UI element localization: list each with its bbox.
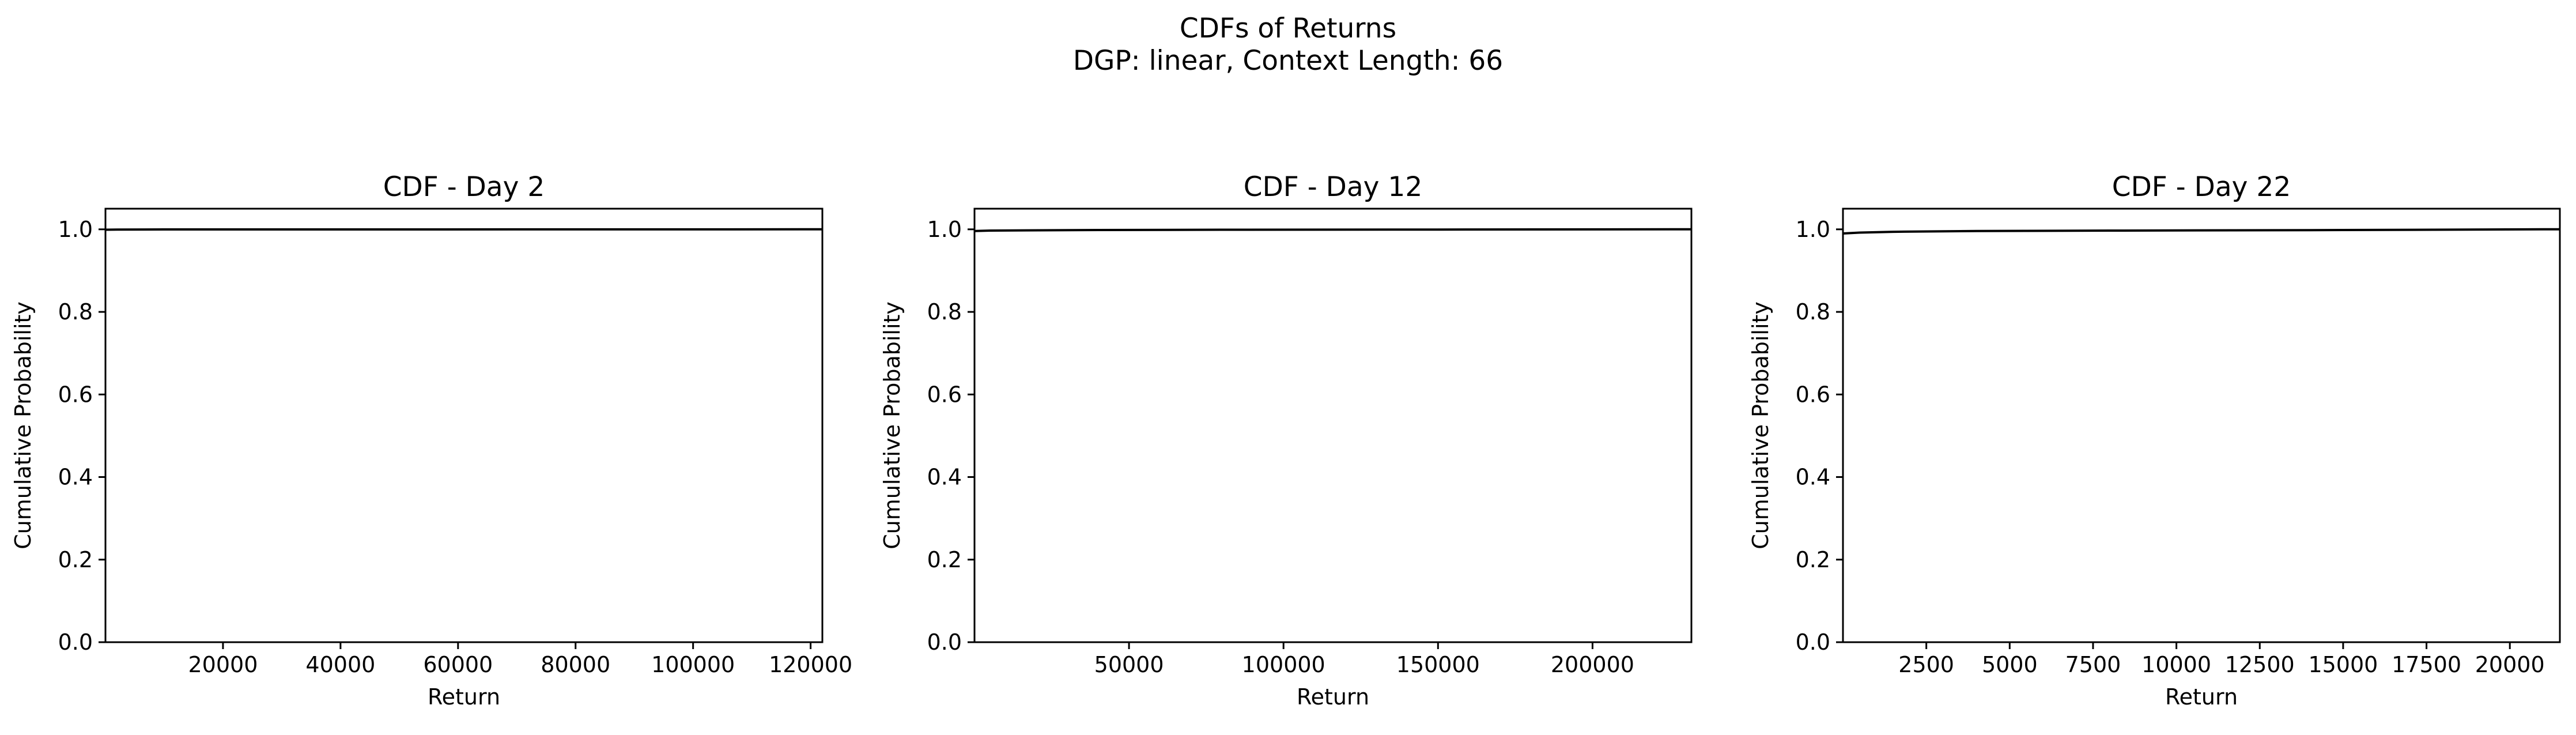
- y-tick-label: 0.6: [58, 382, 93, 407]
- y-axis-label: Cumulative Probability: [10, 301, 36, 549]
- y-tick-label: 0.0: [1796, 630, 1830, 655]
- y-tick-label: 1.0: [58, 217, 93, 242]
- x-tick-label: 200000: [1551, 652, 1634, 677]
- subplot-title: CDF - Day 12: [1244, 171, 1422, 203]
- y-tick-label: 0.4: [1796, 465, 1830, 490]
- x-tick-label: 100000: [1242, 652, 1325, 677]
- x-tick-label: 15000: [2308, 652, 2378, 677]
- cdf-line-1: [105, 228, 822, 231]
- cdf-line-1: [1842, 228, 2560, 235]
- x-tick-label: 100000: [651, 652, 735, 677]
- y-tick-label: 0.2: [1796, 547, 1830, 572]
- y-axis-label: Cumulative Probability: [879, 301, 905, 549]
- x-tick-label: 7500: [2065, 652, 2121, 677]
- figure-title-line2: DGP: linear, Context Length: 66: [1072, 45, 1504, 77]
- subplot-2: CDF - Day 12 50000 100000 150000 200000 0.0 0.…: [879, 171, 1693, 710]
- subplot-title: CDF - Day 2: [383, 171, 545, 203]
- x-tick-label: 80000: [541, 652, 610, 677]
- y-tick-label: 0.8: [58, 299, 93, 325]
- figure-title: CDFs of Returns DGP: linear, Context Len…: [0, 13, 2576, 77]
- y-tick-label: 0.2: [58, 547, 93, 572]
- y-tick-label: 0.6: [927, 382, 962, 407]
- subplot-1: CDF - Day 2 20000 40000 60000 80000 100000 120…: [10, 171, 852, 710]
- x-axis-label: Return: [1297, 684, 1369, 710]
- y-tick-label: 1.0: [1796, 217, 1830, 242]
- x-tick-label: 12500: [2225, 652, 2295, 677]
- plot-frame: [1842, 208, 2561, 643]
- figure-title-line1: CDFs of Returns: [1179, 13, 1397, 44]
- x-tick-label: 10000: [2141, 652, 2211, 677]
- y-tick-label: 0.4: [927, 465, 962, 490]
- y-tick-label: 1.0: [927, 217, 962, 242]
- cdf-line-1: [974, 228, 1691, 232]
- x-tick-label: 60000: [423, 652, 493, 677]
- x-axis-label: Return: [2165, 684, 2238, 710]
- x-tick-label: 20000: [188, 652, 258, 677]
- subplot-3: CDF - Day 22 2500 5000 7500 10000 12500 15000 1…: [1748, 171, 2561, 710]
- subplot-title: CDF - Day 22: [2112, 171, 2291, 203]
- y-tick-label: 0.6: [1796, 382, 1830, 407]
- x-tick-label: 40000: [305, 652, 375, 677]
- y-tick-label: 0.0: [927, 630, 962, 655]
- x-tick-label: 50000: [1094, 652, 1164, 677]
- plot-frame: [973, 208, 1693, 643]
- y-tick-label: 0.2: [927, 547, 962, 572]
- y-tick-label: 0.4: [58, 465, 93, 490]
- y-tick-label: 0.8: [1796, 299, 1830, 325]
- y-tick-label: 0.0: [58, 630, 93, 655]
- x-tick-label: 150000: [1396, 652, 1480, 677]
- x-tick-label: 2500: [1898, 652, 1954, 677]
- x-tick-label: 5000: [1982, 652, 2038, 677]
- x-tick-label: 120000: [769, 652, 852, 677]
- x-tick-label: 20000: [2475, 652, 2545, 677]
- plot-frame: [104, 208, 824, 643]
- x-tick-label: 17500: [2392, 652, 2461, 677]
- y-axis-label: Cumulative Probability: [1748, 301, 1773, 549]
- x-axis-label: Return: [428, 684, 500, 710]
- y-tick-label: 0.8: [927, 299, 962, 325]
